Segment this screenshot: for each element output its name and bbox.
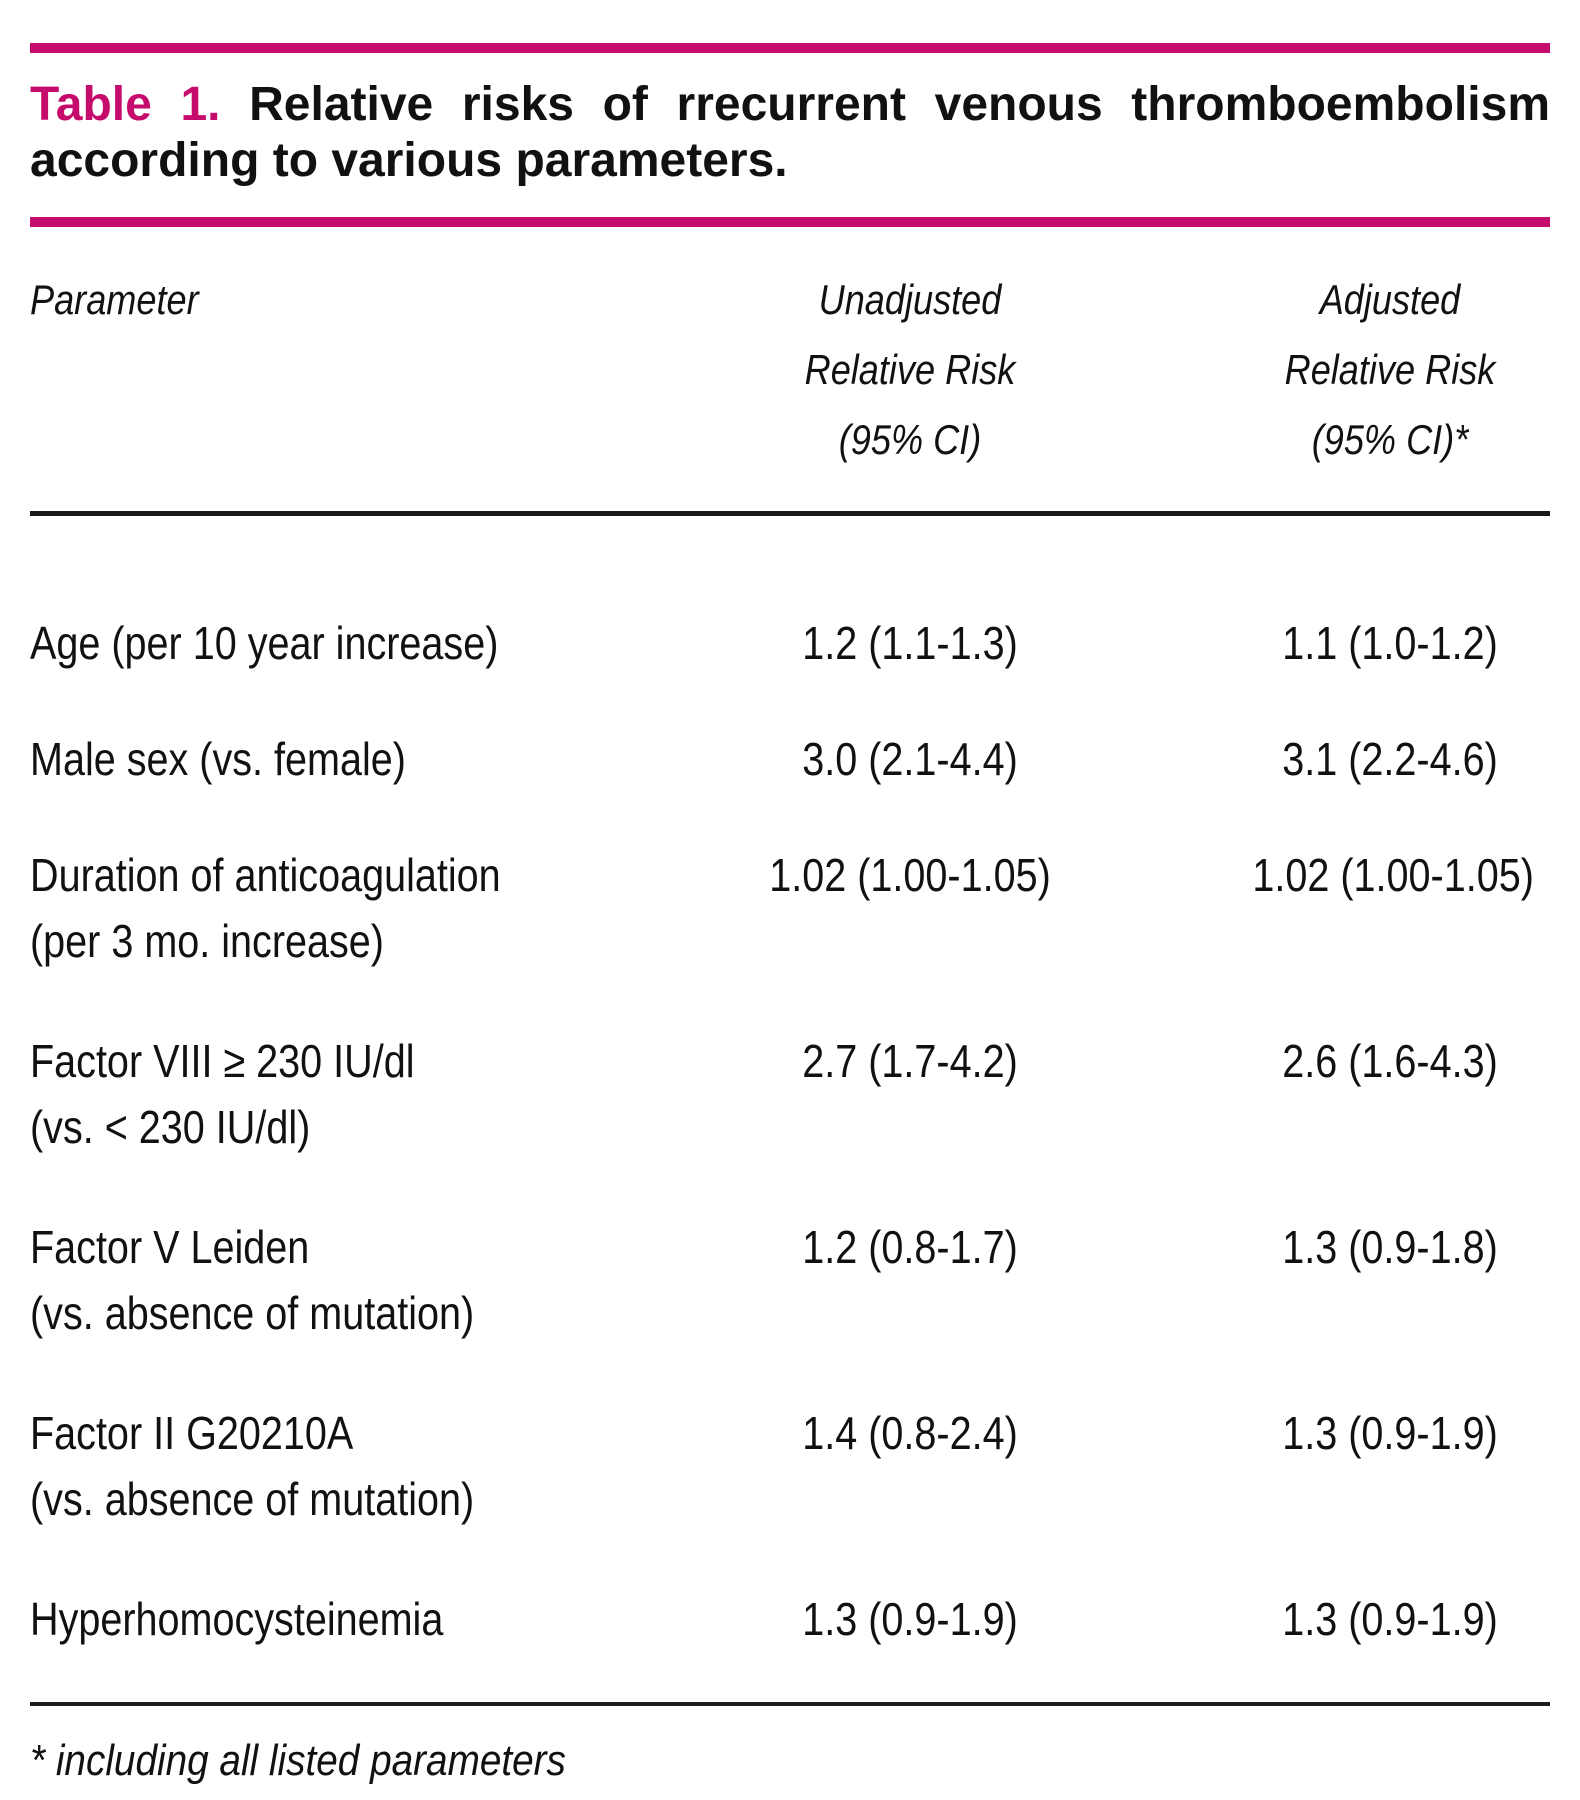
parameter-cell: Factor VIII ≥ 230 IU/dl (vs. < 230 IU/dl…: [30, 1035, 415, 1153]
unadjusted-rr-cell: 3.0 (2.1-4.4): [802, 733, 1018, 785]
adjusted-rr-cell: 1.3 (0.9-1.9): [1282, 1407, 1498, 1459]
table-row-male-sex: Male sex (vs. female) 3.0 (2.1-4.4) 3.1 …: [30, 726, 1550, 792]
unadjusted-rr-cell: 2.7 (1.7-4.2): [802, 1035, 1018, 1087]
adjusted-rr-cell: 2.6 (1.6-4.3): [1282, 1035, 1498, 1087]
table-row-factor-viii: Factor VIII ≥ 230 IU/dl (vs. < 230 IU/dl…: [30, 1028, 1550, 1160]
table-header-row: Parameter Unadjusted Relative Risk (95% …: [30, 265, 1550, 475]
parameter-cell: Hyperhomocysteinemia: [30, 1593, 444, 1645]
table-number-label: Table 1.: [30, 78, 221, 131]
parameter-cell: Factor V Leiden (vs. absence of mutation…: [30, 1221, 475, 1339]
parameter-cell: Age (per 10 year increase): [30, 617, 499, 669]
table-title: Table 1. Relative risks of rrecurrent ve…: [30, 77, 1550, 189]
parameter-cell: Duration of anticoagulation (per 3 mo. i…: [30, 849, 501, 967]
table-row-factor-ii-g20210a: Factor II G20210A (vs. absence of mutati…: [30, 1400, 1550, 1532]
table-title-text: Relative risks of rrecurrent venous thro…: [249, 78, 1550, 131]
unadjusted-rr-cell: 1.02 (1.00-1.05): [769, 849, 1051, 901]
title-bottom-rule: [30, 217, 1550, 227]
table-footnote: * including all listed parameters: [30, 1736, 566, 1785]
column-header-unadjusted-rr: Unadjusted Relative Risk (95% CI): [804, 276, 1016, 463]
table-title-line2: according to various parameters.: [30, 134, 788, 187]
parameter-cell: Male sex (vs. female): [30, 733, 406, 785]
table-row-hyperhomocysteinemia: Hyperhomocysteinemia 1.3 (0.9-1.9) 1.3 (…: [30, 1586, 1550, 1652]
unadjusted-rr-cell: 1.4 (0.8-2.4): [802, 1407, 1018, 1459]
unadjusted-rr-cell: 1.2 (0.8-1.7): [802, 1221, 1018, 1273]
column-header-parameter: Parameter: [30, 276, 199, 323]
table-row-age: Age (per 10 year increase) 1.2 (1.1-1.3)…: [30, 610, 1550, 676]
unadjusted-rr-cell: 1.3 (0.9-1.9): [802, 1593, 1018, 1645]
adjusted-rr-cell: 1.3 (0.9-1.8): [1282, 1221, 1498, 1273]
table-title-line1: Table 1. Relative risks of rrecurrent ve…: [30, 77, 1550, 133]
column-header-adjusted-rr: Adjusted Relative Risk (95% CI)*: [1284, 276, 1496, 463]
header-divider-rule: [30, 511, 1550, 516]
adjusted-rr-cell: 3.1 (2.2-4.6): [1282, 733, 1498, 785]
adjusted-rr-cell: 1.02 (1.00-1.05): [1252, 849, 1534, 901]
parameter-cell: Factor II G20210A (vs. absence of mutati…: [30, 1407, 475, 1525]
table-row-factor-v-leiden: Factor V Leiden (vs. absence of mutation…: [30, 1214, 1550, 1346]
adjusted-rr-cell: 1.3 (0.9-1.9): [1282, 1593, 1498, 1645]
unadjusted-rr-cell: 1.2 (1.1-1.3): [802, 617, 1018, 669]
table-body: Age (per 10 year increase) 1.2 (1.1-1.3)…: [30, 516, 1550, 1652]
footer-divider-rule: [30, 1702, 1550, 1706]
adjusted-rr-cell: 1.1 (1.0-1.2): [1282, 617, 1498, 669]
top-rule: [30, 43, 1550, 53]
table-row-anticoagulation-duration: Duration of anticoagulation (per 3 mo. i…: [30, 842, 1550, 974]
